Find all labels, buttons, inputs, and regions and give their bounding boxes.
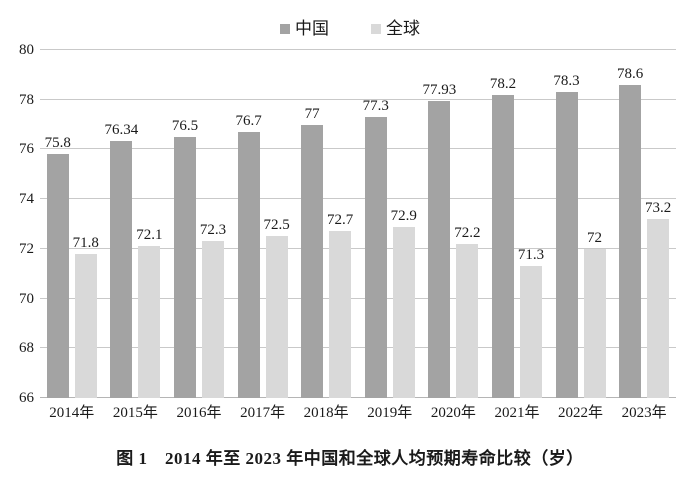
y-axis-tick-label: 70	[19, 290, 34, 307]
bar-value-label: 72.2	[454, 224, 481, 241]
bar-中国-2020年: 77.93	[422, 83, 456, 398]
bar-value-label: 72.3	[199, 222, 227, 239]
bar-value-label: 75.8	[44, 135, 71, 152]
figure-caption: 图 1 2014 年至 2023 年中国和全球人均预期寿命比较（岁）	[116, 449, 584, 468]
bar-value-label: 76.34	[104, 121, 139, 138]
bar-全球-2014年: 71.8	[73, 235, 99, 398]
legend-swatch-icon	[280, 23, 290, 34]
bar-中国-2023年: 78.6	[617, 66, 643, 398]
gridline	[40, 148, 676, 150]
bar-groups: 75.8 71.8 76.34 72.1 76.5 72.3 76.7 72.5 77 72.7 7…	[40, 50, 676, 398]
x-axis-label-2021年: 2021年	[494, 405, 540, 421]
bar-group-2016年: 76.5 72.3	[167, 50, 231, 398]
bar-value-label: 72	[587, 229, 603, 246]
bar-全球-2018年: 72.7	[327, 213, 353, 398]
gridline	[40, 347, 676, 349]
y-axis-tick-label: 66	[19, 390, 34, 406]
gridline	[40, 247, 676, 249]
bar-group-2021年: 78.2 71.3	[485, 50, 549, 398]
gridline	[40, 297, 676, 299]
legend-label: 全球	[386, 19, 420, 38]
legend-label: 中国	[295, 19, 329, 38]
bar-value-label: 76.7	[235, 113, 262, 130]
bar-中国-2019年: 77.3	[363, 99, 389, 398]
bar-group-2018年: 77 72.7	[294, 50, 358, 398]
x-axis-label-2014年: 2014年	[49, 405, 95, 421]
y-axis-tick-label: 72	[19, 240, 34, 257]
bar-中国-2021年: 78.2	[490, 76, 516, 398]
bar-value-label: 78.2	[489, 75, 517, 92]
bar-中国-2014年: 75.8	[45, 136, 71, 398]
legend-item-中国: 中国	[280, 20, 329, 37]
bar-group-2022年: 78.3 72	[549, 50, 613, 398]
bar-全球-2017年: 72.5	[263, 218, 290, 398]
bar-value-label: 77.93	[422, 82, 457, 99]
bar-全球-2022年: 72	[583, 230, 606, 398]
x-axis-label-2016年: 2016年	[176, 405, 222, 421]
bar-全球-2023年: 73.2	[645, 201, 671, 398]
bar-value-label: 71.8	[72, 234, 99, 251]
bar-value-label: 72.7	[327, 212, 354, 229]
bar-中国-2022年: 78.3	[553, 74, 580, 398]
x-axis-label-2022年: 2022年	[558, 405, 604, 421]
bar-全球-2016年: 72.3	[200, 223, 226, 398]
bar-value-label: 78.3	[553, 73, 580, 90]
x-axis-label-2017年: 2017年	[240, 405, 286, 421]
bar-group-2023年: 78.6 73.2	[612, 50, 676, 398]
bar-全球-2019年: 72.9	[391, 208, 417, 398]
gridline	[40, 198, 676, 200]
chart-legend: 中国 全球	[0, 20, 700, 37]
x-axis-label-2015年: 2015年	[112, 405, 158, 421]
bar-value-label: 77	[304, 105, 320, 122]
x-axis-labels: 2014年 2015年 2016年 2017年 2018年 2019年 2020年 2021年…	[40, 404, 676, 422]
bar-value-label: 71.3	[517, 247, 545, 264]
bar-中国-2015年: 76.34	[105, 122, 138, 398]
plot-area: 75.8 71.8 76.34 72.1 76.5 72.3 76.7 72.5 77 72.7 7…	[40, 49, 676, 398]
bar-全球-2015年: 72.1	[136, 228, 163, 398]
bar-group-2017年: 76.7 72.5	[231, 50, 295, 398]
bar-全球-2020年: 72.2	[454, 225, 480, 398]
gridline	[40, 49, 676, 50]
bar-value-label: 77.3	[362, 98, 389, 115]
bar-group-2015年: 76.34 72.1	[104, 50, 168, 398]
bar-group-2020年: 77.93 72.2	[422, 50, 486, 398]
bar-全球-2021年: 71.3	[518, 248, 544, 398]
gridline	[40, 98, 676, 100]
bar-group-2019年: 77.3 72.9	[358, 50, 422, 398]
x-axis-label-2023年: 2023年	[621, 405, 667, 421]
bar-value-label: 72.5	[263, 217, 290, 234]
y-axis-tick-label: 80	[19, 42, 34, 58]
bar-value-label: 72.9	[390, 207, 417, 224]
y-axis-tick-label: 78	[19, 91, 34, 108]
bar-中国-2016年: 76.5	[172, 119, 198, 398]
bar-中国-2017年: 76.7	[235, 114, 262, 398]
bar-value-label: 73.2	[645, 200, 672, 217]
y-axis-tick-label: 76	[19, 141, 34, 158]
bar-group-2014年: 75.8 71.8	[40, 50, 104, 398]
y-axis-tick-label: 74	[19, 191, 34, 208]
x-axis-label-2020年: 2020年	[430, 405, 476, 421]
legend-item-全球: 全球	[371, 20, 420, 37]
y-axis-tick-label: 68	[19, 340, 34, 357]
x-axis-label-2018年: 2018年	[303, 405, 349, 421]
x-axis-label-2019年: 2019年	[367, 405, 413, 421]
bar-value-label: 78.6	[617, 65, 644, 82]
bar-value-label: 72.1	[136, 227, 163, 244]
bar-中国-2018年: 77	[301, 106, 324, 398]
bar-value-label: 76.5	[171, 118, 199, 134]
gridline	[40, 397, 676, 398]
legend-swatch-icon	[371, 23, 381, 34]
